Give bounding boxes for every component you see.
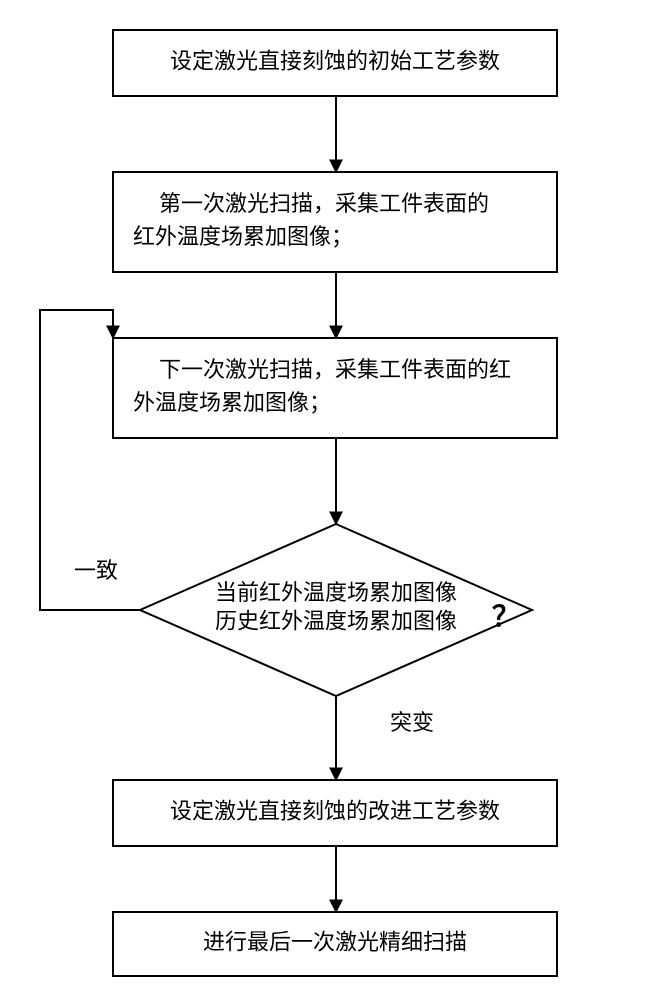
edge-label-e4: 突变 (390, 710, 434, 735)
node-text-n4-1: 历史红外温度场累加图像 (215, 609, 457, 634)
node-n1: 设定激光直接刻蚀的初始工艺参数 (113, 30, 557, 96)
edge-label-e6: 一致 (74, 558, 118, 583)
node-question-n4: ？ (492, 602, 520, 633)
node-text-n6-0: 进行最后一次激光精细扫描 (203, 930, 467, 955)
node-n2: 第一次激光扫描，采集工件表面的红外温度场累加图像； (113, 172, 557, 272)
node-n6: 进行最后一次激光精细扫描 (113, 912, 557, 976)
node-text-n2-1: 红外温度场累加图像； (133, 224, 353, 249)
node-text-n3-1: 外温度场累加图像； (133, 390, 331, 415)
node-text-n5-0: 设定激光直接刻蚀的改进工艺参数 (170, 799, 500, 824)
node-text-n4-0: 当前红外温度场累加图像 (215, 580, 457, 605)
node-text-n3-0: 下一次激光扫描，采集工件表面的红 (159, 357, 511, 382)
node-n5: 设定激光直接刻蚀的改进工艺参数 (113, 780, 557, 846)
node-text-n2-0: 第一次激光扫描，采集工件表面的 (159, 191, 489, 216)
node-text-n1-0: 设定激光直接刻蚀的初始工艺参数 (170, 49, 500, 74)
node-n3: 下一次激光扫描，采集工件表面的红外温度场累加图像； (113, 338, 557, 438)
node-n4: 当前红外温度场累加图像历史红外温度场累加图像 ？ (140, 524, 532, 696)
